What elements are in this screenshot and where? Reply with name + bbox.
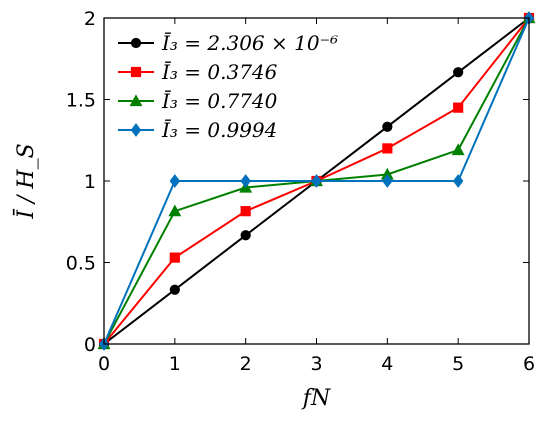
- legend-marker-4: [130, 123, 142, 137]
- series-3-point: [168, 204, 182, 217]
- y-tick-label: 0.5: [66, 253, 96, 275]
- legend-entry-2: Ī₃ = 0.3746: [161, 60, 278, 84]
- x-tick-label: 5: [452, 353, 464, 375]
- series-2-point: [382, 143, 393, 154]
- x-axis-label: fN: [301, 386, 331, 411]
- series-4-point: [240, 174, 251, 188]
- series-1-point: [240, 230, 251, 241]
- y-tick-label: 1: [84, 171, 96, 193]
- x-tick-label: 0: [98, 353, 110, 375]
- legend-marker-2: [130, 66, 142, 78]
- y-tick-label: 0: [84, 334, 96, 356]
- series-4-point: [382, 174, 393, 188]
- series-4-point: [311, 174, 322, 188]
- series-3-point: [451, 143, 465, 156]
- series-2-point: [240, 206, 251, 217]
- legend-marker-1: [130, 37, 142, 49]
- series-1-point: [453, 67, 464, 78]
- legend-box: [110, 24, 342, 148]
- legend: Ī₃ = 2.306 × 10⁻⁶ Ī₃ = 0.3746 Ī₃ = 0.7740 Ī…: [110, 24, 342, 148]
- legend-entry-3: Ī₃ = 0.7740: [161, 89, 278, 113]
- series-4-point: [452, 174, 464, 188]
- x-tick-label: 6: [523, 353, 535, 375]
- series-2-point: [453, 102, 464, 113]
- x-tick-label: 4: [381, 353, 393, 375]
- series-1-point: [169, 284, 180, 295]
- x-tick-label: 3: [310, 353, 322, 375]
- y-axis-label: Ī / H_S: [13, 143, 39, 219]
- legend-marker-3: [129, 94, 143, 107]
- series-1-point: [382, 121, 393, 132]
- x-tick-label: 1: [169, 353, 181, 375]
- legend-entry-1: Ī₃ = 2.306 × 10⁻⁶: [161, 31, 338, 55]
- plot-area: [97, 11, 536, 351]
- x-tick-label: 2: [240, 353, 252, 375]
- series-2-point: [169, 252, 180, 263]
- axes: 0 1 2 3 4 5 6 0 0.5 1 1.5 2: [66, 8, 535, 375]
- series-4-point: [169, 174, 181, 188]
- legend-entry-4: Ī₃ = 0.9994: [161, 118, 277, 142]
- y-tick-label: 2: [84, 8, 96, 30]
- y-tick-label: 1.5: [66, 90, 96, 112]
